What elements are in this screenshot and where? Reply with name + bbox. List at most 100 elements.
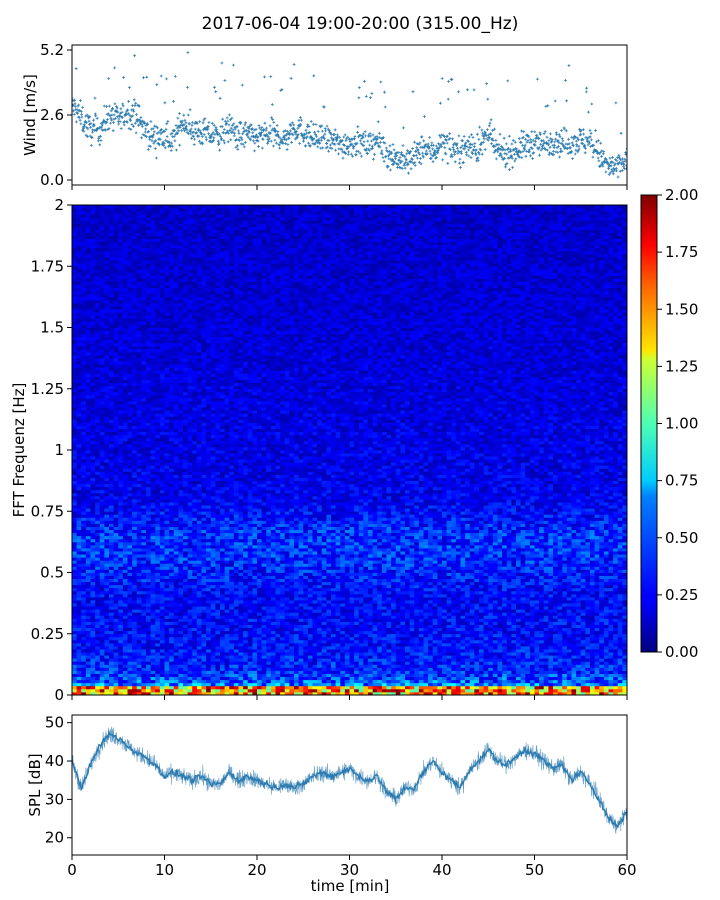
spectrogram-cell [81, 606, 87, 610]
spectrogram-cell [122, 630, 128, 635]
wind-point [349, 152, 353, 156]
spectrogram-cell [150, 355, 156, 359]
spectrogram-cell [127, 327, 133, 331]
spectrogram-cell [76, 434, 82, 439]
spectrogram-cell [72, 621, 78, 625]
spectrogram-cell [155, 688, 161, 693]
spectrogram-cell [81, 597, 87, 601]
wind-point [78, 109, 82, 112]
wind-point [387, 154, 390, 158]
spectrogram-cell [136, 569, 142, 573]
spectrogram-cell [85, 404, 91, 408]
wind-point [383, 105, 387, 109]
spectrogram-cell [122, 477, 128, 482]
spectrogram-cell [122, 679, 128, 684]
wind-point [618, 161, 621, 164]
wind-point [505, 162, 509, 165]
spectrogram-cell [169, 508, 175, 512]
spectrogram-cell [85, 287, 91, 292]
spectrogram-cell [141, 554, 147, 558]
spectrogram-cell [95, 676, 101, 681]
spectrogram-cell [164, 655, 170, 659]
spectrogram-cell [146, 419, 152, 423]
spectrogram-cell [159, 590, 165, 595]
spectrogram-cell [99, 649, 105, 653]
spectrogram-cell [95, 590, 101, 595]
spectrogram-cell [146, 205, 152, 209]
spectrogram-cell [81, 529, 87, 534]
spectrogram-cell [85, 508, 91, 512]
spectrogram-cell [95, 263, 101, 267]
wind-point [138, 104, 141, 108]
spectrogram-cell [159, 679, 165, 684]
wind-point [309, 120, 313, 123]
wind-point [278, 146, 282, 150]
wind-point [517, 137, 521, 141]
spectrogram-cell [127, 235, 133, 240]
spectrogram-cell [81, 685, 87, 690]
spectrogram-cell [90, 318, 96, 322]
wind-point [406, 149, 409, 153]
spectrogram-cell [109, 459, 115, 463]
wind-point [363, 130, 367, 133]
spectrogram-cell [118, 434, 124, 439]
wind-point [615, 159, 619, 163]
spectrogram-cell [122, 223, 128, 227]
spectrogram-cell [141, 238, 147, 243]
spectrogram-cell [141, 339, 147, 344]
spectrogram-cell [132, 658, 138, 662]
spectrogram-cell [127, 483, 133, 488]
spectrogram-cell [141, 324, 147, 328]
spectrogram-cell [146, 578, 152, 583]
spectrogram-cell [81, 523, 87, 527]
spectrogram-cell [81, 590, 87, 595]
spectrogram-cell [169, 661, 175, 665]
spectrogram-cell [85, 266, 91, 270]
spectrogram-cell [118, 352, 124, 356]
spectrogram-cell [118, 211, 124, 215]
spectrogram-cell [136, 247, 142, 252]
spectrogram-cell [90, 394, 96, 399]
spectrogram-cell [164, 296, 170, 301]
wind-point [232, 134, 236, 138]
spectrogram-cell [150, 342, 156, 347]
spectrogram-cell [132, 367, 138, 371]
spectrogram-cell [155, 517, 161, 521]
spectrogram-cell [72, 520, 78, 524]
spectrogram-cell [72, 587, 78, 592]
spectrogram-cell [159, 587, 165, 592]
spectrogram-cell [146, 333, 152, 338]
spectrogram-cell [99, 358, 105, 362]
wind-point [297, 118, 301, 122]
wind-point [206, 125, 210, 129]
spectrogram-cell [146, 563, 152, 567]
wind-point [306, 123, 310, 127]
spectrogram-cell [81, 318, 87, 322]
spectrogram-cell [90, 655, 96, 659]
wind-point [446, 134, 449, 138]
spectrogram-cell [169, 597, 175, 601]
wind-point [183, 129, 186, 133]
spectrogram-cell [136, 566, 142, 570]
wind-point [252, 139, 255, 143]
wind-point [435, 156, 439, 159]
wind-point [129, 128, 133, 131]
spectrogram-cell [127, 489, 133, 494]
wind-point [611, 156, 614, 159]
spectrogram-cell [90, 367, 96, 371]
wind-point [557, 144, 560, 148]
wind-point [72, 96, 74, 100]
spectrogram-cell [159, 443, 165, 448]
spectrogram-cell [155, 336, 161, 341]
wind-point [506, 79, 510, 83]
spectrogram-cell [113, 468, 119, 472]
wind-point [557, 133, 561, 137]
spectrogram-cell [81, 499, 87, 503]
wind-point [136, 119, 139, 123]
spectrogram-cell [132, 404, 138, 408]
wind-point [445, 141, 449, 145]
spectrogram-cell [122, 404, 128, 408]
spectrogram-cell [141, 348, 147, 353]
spectrogram-cell [155, 413, 161, 417]
spectrogram-cell [104, 508, 110, 512]
